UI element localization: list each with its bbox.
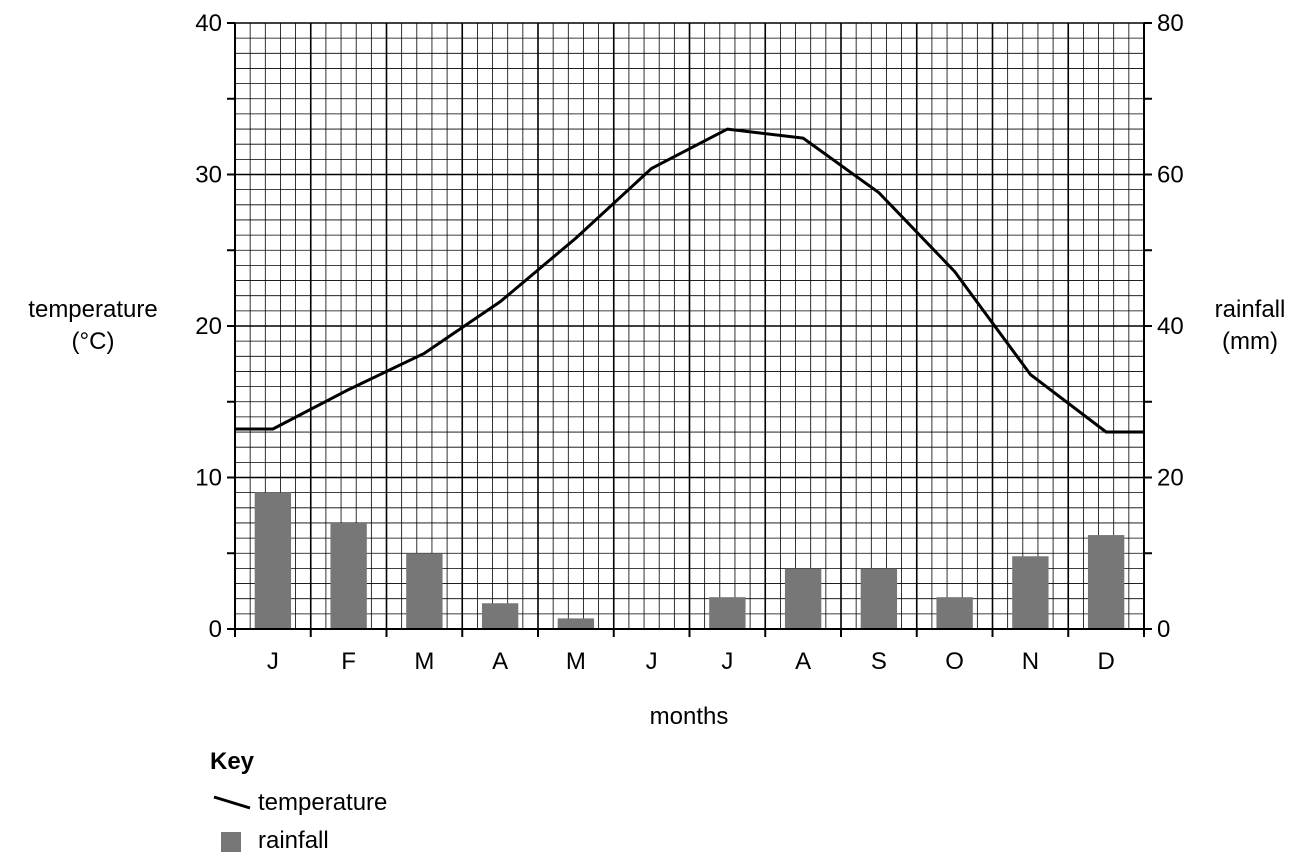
x-tick-label: D bbox=[1097, 648, 1114, 675]
y-tick-label-left: 10 bbox=[195, 465, 222, 492]
x-tick-label: N bbox=[1022, 648, 1039, 675]
rainfall-bar bbox=[330, 522, 367, 629]
rainfall-bar bbox=[557, 618, 595, 629]
x-tick-label: J bbox=[267, 648, 279, 675]
y-axis-title-right: rainfall (mm) bbox=[1200, 294, 1298, 358]
x-tick-label: J bbox=[721, 648, 733, 675]
rainfall-bar bbox=[784, 568, 822, 629]
y-tick-label-right: 20 bbox=[1157, 465, 1184, 492]
rainfall-bar bbox=[406, 553, 443, 629]
x-tick-label: A bbox=[492, 648, 508, 675]
legend: Key temperature rainfall bbox=[210, 748, 387, 860]
line-swatch-icon bbox=[213, 795, 251, 810]
rainfall-bar bbox=[254, 492, 292, 629]
y-tick-label-right: 0 bbox=[1157, 616, 1170, 643]
y-tick-label-right: 60 bbox=[1157, 162, 1184, 189]
legend-label: rainfall bbox=[258, 827, 329, 854]
x-axis-title: months bbox=[649, 703, 729, 730]
rainfall-bar bbox=[481, 603, 519, 629]
legend-item-rainfall: rainfall bbox=[210, 822, 387, 860]
legend-title: Key bbox=[210, 748, 255, 775]
x-tick-label: A bbox=[795, 648, 811, 675]
rainfall-bar bbox=[1012, 556, 1049, 629]
legend-label: temperature bbox=[258, 789, 388, 816]
y-tick-label-left: 0 bbox=[209, 616, 222, 643]
y-axis-unit-line: (°C) bbox=[71, 328, 115, 355]
rainfall-bar bbox=[1087, 535, 1125, 629]
y2-axis-title-line: rainfall bbox=[1214, 296, 1286, 323]
y-tick-label-left: 30 bbox=[195, 162, 222, 189]
legend-item-temperature: temperature bbox=[210, 784, 387, 822]
y-axis-title-left: temperature (°C) bbox=[2, 294, 184, 358]
y2-axis-unit-line: (mm) bbox=[1222, 328, 1278, 355]
bar-swatch-icon bbox=[221, 832, 241, 852]
y-tick-label-right: 80 bbox=[1157, 10, 1184, 37]
temperature-line bbox=[235, 127, 1144, 434]
x-tick-label: J bbox=[646, 648, 658, 675]
grid bbox=[234, 22, 1145, 630]
x-tick-label: S bbox=[871, 648, 887, 675]
rainfall-bar bbox=[936, 597, 973, 629]
x-tick-label: M bbox=[566, 648, 586, 675]
y-tick-label-left: 20 bbox=[195, 313, 222, 340]
rainfall-bar bbox=[860, 568, 898, 629]
x-tick-label: F bbox=[341, 648, 356, 675]
x-tick-label: O bbox=[945, 648, 964, 675]
x-tick-label: M bbox=[414, 648, 434, 675]
y-axis-title-line: temperature bbox=[28, 296, 158, 323]
y-tick-label-left: 40 bbox=[195, 10, 222, 37]
rainfall-bar bbox=[709, 597, 746, 629]
chart-plot: 0 10 20 30 40 0 20 40 60 80 J F M A M J J A S O N D bbox=[195, 10, 1184, 675]
y-tick-label-right: 40 bbox=[1157, 313, 1184, 340]
